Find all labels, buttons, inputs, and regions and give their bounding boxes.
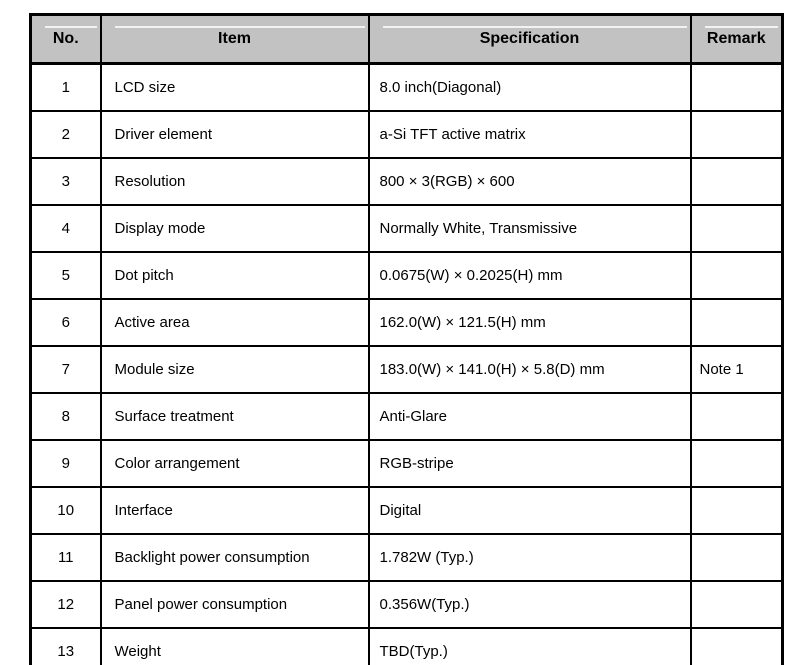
column-header-item: Item	[99, 13, 370, 65]
cell-spec: 162.0(W) × 121.5(H) mm	[367, 298, 692, 347]
table-row: 13 Weight TBD(Typ.)	[29, 627, 784, 665]
cell-item: Backlight power consumption	[99, 533, 370, 582]
column-header-no: No.	[29, 13, 102, 65]
cell-no: 9	[29, 439, 102, 488]
cell-remark	[689, 157, 784, 206]
cell-remark	[689, 110, 784, 159]
cell-item: Display mode	[99, 204, 370, 253]
table-row: 9 Color arrangement RGB-stripe	[29, 439, 784, 488]
cell-item: Color arrangement	[99, 439, 370, 488]
cell-no: 3	[29, 157, 102, 206]
cell-item: Resolution	[99, 157, 370, 206]
cell-remark	[689, 533, 784, 582]
lcd-specification-table: No. Item Specification Remark 1 LCD size…	[29, 13, 784, 665]
cell-item: Active area	[99, 298, 370, 347]
cell-spec: TBD(Typ.)	[367, 627, 692, 665]
cell-remark	[689, 580, 784, 629]
cell-item: Driver element	[99, 110, 370, 159]
cell-no: 4	[29, 204, 102, 253]
cell-spec: 800 × 3(RGB) × 600	[367, 157, 692, 206]
cell-item: LCD size	[99, 62, 370, 112]
cell-remark	[689, 439, 784, 488]
cell-spec: Digital	[367, 486, 692, 535]
cell-spec: 1.782W (Typ.)	[367, 533, 692, 582]
cell-no: 8	[29, 392, 102, 441]
cell-spec: a-Si TFT active matrix	[367, 110, 692, 159]
table-row: 2 Driver element a-Si TFT active matrix	[29, 110, 784, 159]
table-row: 10 Interface Digital	[29, 486, 784, 535]
cell-no: 2	[29, 110, 102, 159]
cell-remark	[689, 486, 784, 535]
cell-remark	[689, 204, 784, 253]
table-row: 3 Resolution 800 × 3(RGB) × 600	[29, 157, 784, 206]
table-row: 5 Dot pitch 0.0675(W) × 0.2025(H) mm	[29, 251, 784, 300]
cell-spec: 183.0(W) × 141.0(H) × 5.8(D) mm	[367, 345, 692, 394]
cell-remark	[689, 298, 784, 347]
table-body: 1 LCD size 8.0 inch(Diagonal) 2 Driver e…	[29, 62, 784, 665]
table-row: 7 Module size 183.0(W) × 141.0(H) × 5.8(…	[29, 345, 784, 394]
cell-no: 12	[29, 580, 102, 629]
cell-no: 6	[29, 298, 102, 347]
cell-remark	[689, 627, 784, 665]
cell-spec: 8.0 inch(Diagonal)	[367, 62, 692, 112]
cell-spec: Anti-Glare	[367, 392, 692, 441]
cell-remark: Note 1	[689, 345, 784, 394]
cell-item: Interface	[99, 486, 370, 535]
cell-no: 7	[29, 345, 102, 394]
cell-remark	[689, 62, 784, 112]
table-row: 1 LCD size 8.0 inch(Diagonal)	[29, 62, 784, 112]
cell-no: 11	[29, 533, 102, 582]
cell-remark	[689, 392, 784, 441]
cell-item: Module size	[99, 345, 370, 394]
cell-spec: Normally White, Transmissive	[367, 204, 692, 253]
column-header-spec: Specification	[367, 13, 692, 65]
table-row: 12 Panel power consumption 0.356W(Typ.)	[29, 580, 784, 629]
table-row: 6 Active area 162.0(W) × 121.5(H) mm	[29, 298, 784, 347]
cell-no: 13	[29, 627, 102, 665]
table-row: 4 Display mode Normally White, Transmiss…	[29, 204, 784, 253]
cell-spec: 0.356W(Typ.)	[367, 580, 692, 629]
table-header: No. Item Specification Remark	[29, 13, 784, 65]
header-row: No. Item Specification Remark	[29, 13, 784, 65]
cell-item: Panel power consumption	[99, 580, 370, 629]
cell-remark	[689, 251, 784, 300]
cell-no: 5	[29, 251, 102, 300]
column-header-remark: Remark	[689, 13, 784, 65]
cell-item: Weight	[99, 627, 370, 665]
table-row: 11 Backlight power consumption 1.782W (T…	[29, 533, 784, 582]
cell-item: Surface treatment	[99, 392, 370, 441]
cell-no: 10	[29, 486, 102, 535]
table-row: 8 Surface treatment Anti-Glare	[29, 392, 784, 441]
cell-spec: 0.0675(W) × 0.2025(H) mm	[367, 251, 692, 300]
cell-no: 1	[29, 62, 102, 112]
cell-spec: RGB-stripe	[367, 439, 692, 488]
cell-item: Dot pitch	[99, 251, 370, 300]
